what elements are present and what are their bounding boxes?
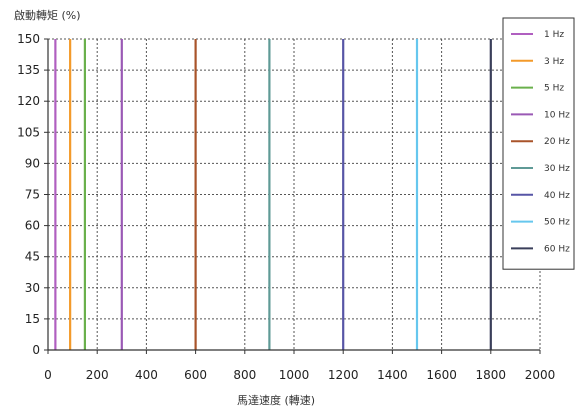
y-tick-label: 15 <box>25 312 40 326</box>
y-tick-label: 135 <box>17 63 40 77</box>
y-tick-label: 45 <box>25 250 40 264</box>
legend-label: 30 Hz <box>544 164 570 174</box>
x-tick-label: 1200 <box>328 368 359 382</box>
x-tick-label: 1000 <box>279 368 310 382</box>
y-tick-label: 30 <box>25 281 40 295</box>
legend-label: 40 Hz <box>544 191 570 201</box>
y-tick-label: 60 <box>25 219 40 233</box>
legend-label: 50 Hz <box>544 218 570 228</box>
x-axis-title: 馬達速度 (轉速) <box>237 393 315 407</box>
legend-label: 5 Hz <box>544 84 564 94</box>
axis-layer: 0 15 30 45 60 75 90 105 120 135 150 0 200 400 600 800 10… <box>17 32 555 382</box>
y-axis-title: 啟動轉矩 (%) <box>14 8 81 22</box>
x-tick-label: 1400 <box>377 368 408 382</box>
y-tick-label: 150 <box>17 32 40 46</box>
x-tick-label: 200 <box>86 368 109 382</box>
legend-label: 20 Hz <box>544 137 570 147</box>
y-tick-label: 0 <box>32 343 40 357</box>
x-tick-label: 2000 <box>525 368 556 382</box>
x-tick-label: 1800 <box>476 368 507 382</box>
legend-label: 1 Hz <box>544 30 564 40</box>
legend-label: 60 Hz <box>544 244 570 254</box>
legend-label: 3 Hz <box>544 57 564 67</box>
y-tick-label: 90 <box>25 156 40 170</box>
grid-layer <box>47 38 541 351</box>
series-layer <box>54 39 492 350</box>
x-tick-label: 800 <box>233 368 256 382</box>
x-tick-label: 400 <box>135 368 158 382</box>
y-tick-label: 75 <box>25 188 40 202</box>
y-tick-label: 105 <box>17 125 40 139</box>
x-tick-label: 1600 <box>426 368 457 382</box>
x-tick-label: 0 <box>44 368 52 382</box>
legend: 1 Hz 3 Hz 5 Hz 10 Hz 20 Hz 30 Hz 40 Hz 50 Hz 60 … <box>502 17 575 270</box>
legend-label: 10 Hz <box>544 110 570 120</box>
x-tick-label: 600 <box>184 368 207 382</box>
y-tick-label: 120 <box>17 94 40 108</box>
